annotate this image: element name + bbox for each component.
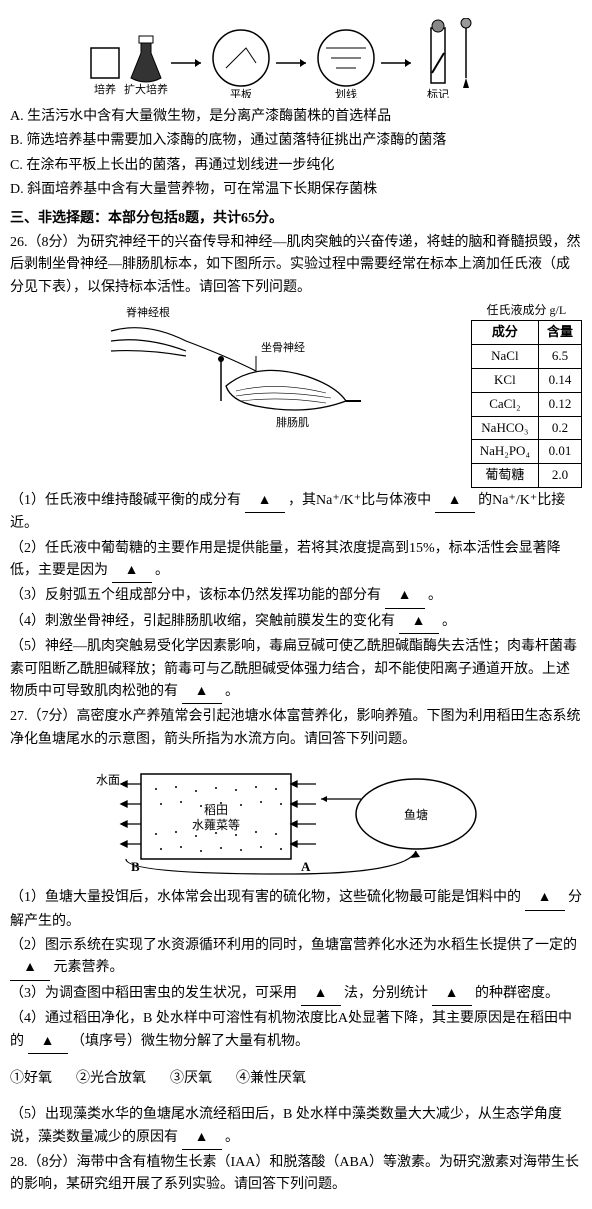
cell: 0.12 [538, 392, 581, 416]
blank: ▲ [432, 983, 472, 1006]
q25-options: A. 生活污水中含有大量微生物，是分离产漆酶菌株的首选样品 B. 筛选培养基中需… [10, 106, 582, 202]
q26-4: （4）刺激坐骨神经，引起腓肠肌收缩，突触前膜发生的变化有 ▲ 。 [10, 611, 582, 634]
choice-3: ③厌氧 [170, 1068, 212, 1090]
fig-label-5: 标记 [427, 87, 449, 98]
cell: NaH₂PO₄ [471, 440, 538, 464]
table-title: 任氏液成分 g/L [471, 301, 582, 320]
q27-4-choices: ①好氧 ②光合放氧 ③厌氧 ④兼性厌氧 [10, 1068, 582, 1090]
text: （1）任氏液中维持酸碱平衡的成分有 [10, 493, 241, 508]
cell: NaHCO₃ [471, 416, 538, 440]
q27-5: （5）出现藻类水华的鱼塘尾水流经稻田后，B 处水样中藻类数量大大减少，从生态学角… [10, 1104, 582, 1150]
process-figure: 培养 扩大培养 平板 划线 标记 [10, 18, 582, 98]
blank: ▲ [28, 1031, 68, 1054]
option-D: D. 斜面培养基中含有大量营养物，可在常温下长期保存菌株 [10, 179, 582, 201]
cell: 葡萄糖 [471, 464, 538, 488]
text: 。 [225, 684, 239, 699]
q26-5: （5）神经—肌肉突触易受化学因素影响，毒扁豆碱可使乙酰胆碱酯酶失去活性；肉毒杆菌… [10, 636, 582, 704]
cell: 0.01 [538, 440, 581, 464]
q26-2: （2）任氏液中葡萄糖的主要作用是提供能量，若将其浓度提高到15%，标本活性会显著… [10, 538, 582, 584]
choice-1: ①好氧 [10, 1068, 52, 1090]
option-C: C. 在涂布平板上长出的菌落，再通过划线进一步纯化 [10, 155, 582, 177]
text: （4）刺激坐骨神经，引起腓肠肌收缩，突触前膜发生的变化有 [10, 614, 395, 629]
svg-text:A: A [301, 859, 311, 874]
q27-4: （4）通过稻田净化，B 处水样中可溶性有机物浓度比A处显著下降，其主要原因是在稻… [10, 1008, 582, 1054]
blank: ▲ [182, 1127, 222, 1150]
text: 法，分别统计 [344, 986, 428, 1001]
cell: 0.14 [538, 368, 581, 392]
q26-3: （3）反射弧五个组成部分中，该标本仍然发挥功能的部分有 ▲ 。 [10, 585, 582, 608]
svg-text:腓肠肌: 腓肠肌 [276, 416, 309, 429]
q28-stem: 28.（8分）海带中含有植物生长素（IAA）和脱落酸（ABA）等激素。为研究激素… [10, 1152, 582, 1197]
blank: ▲ [182, 681, 222, 704]
fig-label-4: 划线 [335, 87, 357, 98]
choice-2: ②光合放氧 [76, 1068, 146, 1090]
cell: 0.2 [538, 416, 581, 440]
blank: ▲ [385, 585, 425, 608]
choice-4: ④兼性厌氧 [236, 1068, 306, 1090]
text: （1）鱼塘大量投饵后，水体常会出现有害的硫化物，这些硫化物最可能是饵料中的 [10, 890, 521, 905]
q27-stem: 27.（7分）高密度水产养殖常会引起池塘水体富营养化，影响养殖。下图为利用稻田生… [10, 706, 582, 751]
text: （3）反射弧五个组成部分中，该标本仍然发挥功能的部分有 [10, 588, 381, 603]
blank: ▲ [301, 983, 341, 1006]
text: 元素营养。 [54, 960, 124, 975]
q27-1: （1）鱼塘大量投饵后，水体常会出现有害的硫化物，这些硫化物最可能是饵料中的 ▲ … [10, 887, 582, 933]
q27-diagram: 水面 稻田 水蕹菜等 B A 鱼塘 [10, 759, 582, 879]
blank: ▲ [10, 957, 50, 980]
text: （2）图示系统在实现了水资源循环利用的同时，鱼塘富营养化水还为水稻生长提供了一定… [10, 938, 577, 953]
text: （3）为调查图中稻田害虫的发生状况，可采用 [10, 986, 297, 1001]
svg-text:稻田: 稻田 [204, 803, 228, 817]
cell: 6.5 [538, 345, 581, 369]
fig-label-2: 扩大培养 [124, 82, 168, 96]
q26-figure-table: 脊神经根 坐骨神经 腓肠肌 任氏液成分 g/L 成分 含量 NaCl6.5 KC… [10, 301, 582, 488]
text: 。 [225, 1130, 239, 1145]
th-amount: 含量 [538, 321, 581, 345]
q27-3: （3）为调查图中稻田害虫的发生状况，可采用 ▲ 法，分别统计 ▲ 的种群密度。 [10, 983, 582, 1006]
blank: ▲ [525, 887, 565, 910]
th-component: 成分 [471, 321, 538, 345]
blank: ▲ [399, 611, 439, 634]
fig-label-1: 培养 [94, 82, 116, 96]
text: （5）神经—肌肉突触易受化学因素影响，毒扁豆碱可使乙酰胆碱酯酶失去活性；肉毒杆菌… [10, 639, 577, 699]
blank: ▲ [245, 490, 285, 513]
q26-stem: 26.（8分）为研究神经干的兴奋传导和神经—肌肉突触的兴奋传递，将蛙的脑和脊髓损… [10, 232, 582, 299]
svg-text:水面: 水面 [96, 773, 120, 787]
text: ，其Na⁺/K⁺比与体液中 [288, 493, 431, 508]
frog-leg-diagram: 脊神经根 坐骨神经 腓肠肌 [106, 301, 366, 431]
section-3-title: 三、非选择题：本部分包括8题，共计65分。 [10, 208, 582, 230]
q27-2: （2）图示系统在实现了水资源循环利用的同时，鱼塘富营养化水还为水稻生长提供了一定… [10, 935, 582, 981]
cell: NaCl [471, 345, 538, 369]
q26-1: （1）任氏液中维持酸碱平衡的成分有 ▲ ，其Na⁺/K⁺比与体液中 ▲ 的Na⁺… [10, 490, 582, 536]
text: （2）任氏液中葡萄糖的主要作用是提供能量，若将其浓度提高到15%，标本活性会显著… [10, 541, 561, 578]
cell: CaCl₂ [471, 392, 538, 416]
text: 的种群密度。 [475, 986, 559, 1001]
text: （填序号）微生物分解了大量有机物。 [71, 1034, 309, 1049]
cell: KCl [471, 368, 538, 392]
fig-label-3: 平板 [230, 87, 252, 98]
option-B: B. 筛选培养基中需要加入漆酶的底物，通过菌落特征挑出产漆酶的菌落 [10, 130, 582, 152]
option-A: A. 生活污水中含有大量微生物，是分离产漆酶菌株的首选样品 [10, 106, 582, 128]
blank: ▲ [435, 490, 475, 513]
svg-text:坐骨神经: 坐骨神经 [261, 340, 305, 354]
svg-text:脊神经根: 脊神经根 [126, 305, 170, 319]
ringer-table: 成分 含量 NaCl6.5 KCl0.14 CaCl₂0.12 NaHCO₃0.… [471, 320, 582, 488]
svg-text:水蕹菜等: 水蕹菜等 [192, 818, 240, 832]
text: 。 [428, 588, 442, 603]
svg-text:鱼塘: 鱼塘 [404, 807, 428, 822]
text: 。 [155, 563, 169, 578]
text: （5）出现藻类水华的鱼塘尾水流经稻田后，B 处水样中藻类数量大大减少，从生态学角… [10, 1107, 562, 1144]
blank: ▲ [112, 560, 152, 583]
text: 。 [442, 614, 456, 629]
cell: 2.0 [538, 464, 581, 488]
